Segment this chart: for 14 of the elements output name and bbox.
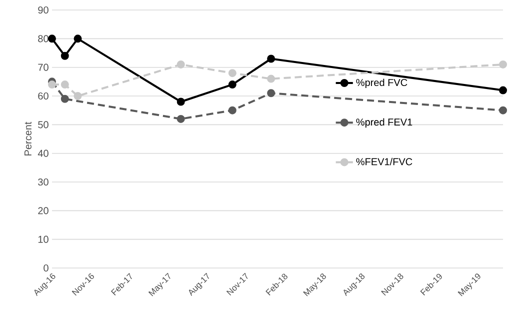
y-tick-label: 80 bbox=[38, 35, 48, 42]
y-tick-label: 0 bbox=[44, 264, 48, 272]
legend-label: %pred FVC bbox=[356, 78, 408, 88]
y-tick-label: 60 bbox=[38, 92, 48, 100]
y-tick-label: 50 bbox=[38, 121, 48, 128]
y-axis-title: Percent bbox=[24, 122, 32, 156]
y-tick-label: 30 bbox=[38, 178, 48, 186]
y-tick-label: 10 bbox=[38, 236, 48, 243]
y-tick-label: 40 bbox=[38, 150, 48, 157]
legend-label: %FEV1/FVC bbox=[356, 158, 412, 166]
y-tick-label: 20 bbox=[38, 207, 48, 214]
y-tick-label: 70 bbox=[38, 64, 48, 71]
y-tick-label: 90 bbox=[38, 6, 48, 14]
legend-label: %pred FEV1 bbox=[356, 118, 412, 128]
